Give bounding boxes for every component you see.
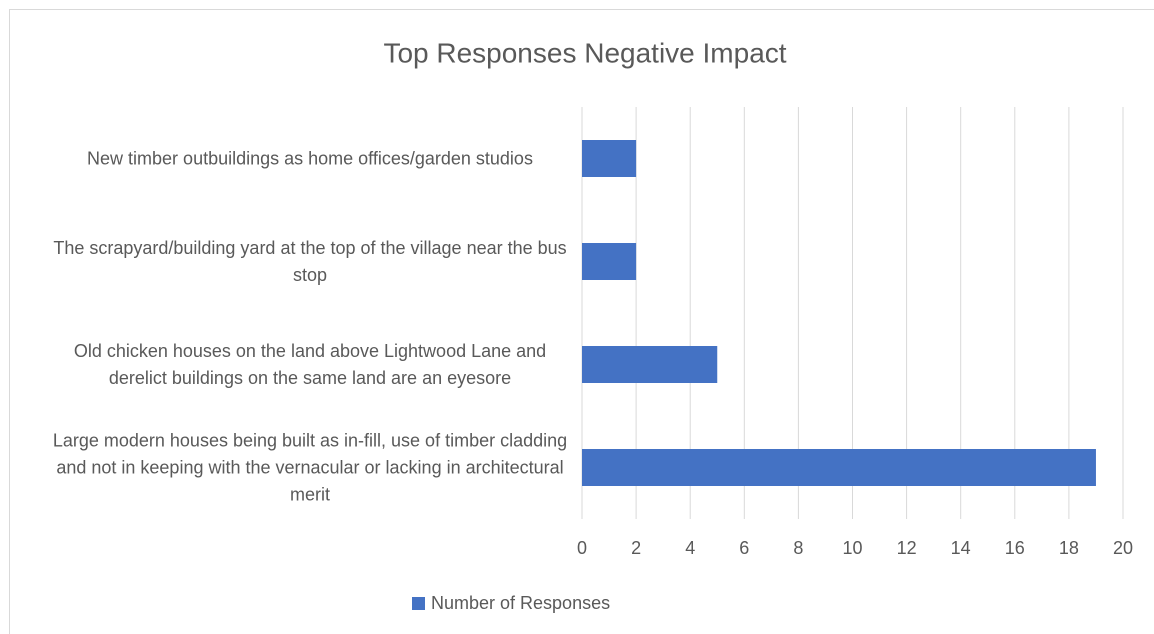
category-label: New timber outbuildings as home offices/…: [87, 148, 533, 168]
x-tick-label: 10: [842, 538, 862, 558]
category-label: Old chicken houses on the land above Lig…: [73, 340, 547, 388]
legend-swatch: [412, 597, 425, 610]
chart-border: [9, 9, 1154, 634]
x-tick-label: 12: [897, 538, 917, 558]
category-label: The scrapyard/building yard at the top o…: [53, 237, 567, 285]
x-tick-label: 0: [577, 538, 587, 558]
x-tick-label: 14: [951, 538, 971, 558]
category-label: Large modern houses being built as in-fi…: [52, 430, 568, 504]
bar: [582, 346, 718, 383]
legend-label: Number of Responses: [431, 593, 610, 613]
x-tick-label: 20: [1113, 538, 1133, 558]
bar: [582, 243, 637, 280]
x-tick-label: 4: [685, 538, 695, 558]
x-tick-label: 16: [1005, 538, 1025, 558]
bar: [582, 449, 1096, 486]
chart-title: Top Responses Negative Impact: [383, 37, 786, 68]
x-tick-label: 8: [793, 538, 803, 558]
bar: [582, 140, 637, 177]
x-tick-label: 2: [631, 538, 641, 558]
x-tick-label: 6: [739, 538, 749, 558]
x-tick-label: 18: [1059, 538, 1079, 558]
